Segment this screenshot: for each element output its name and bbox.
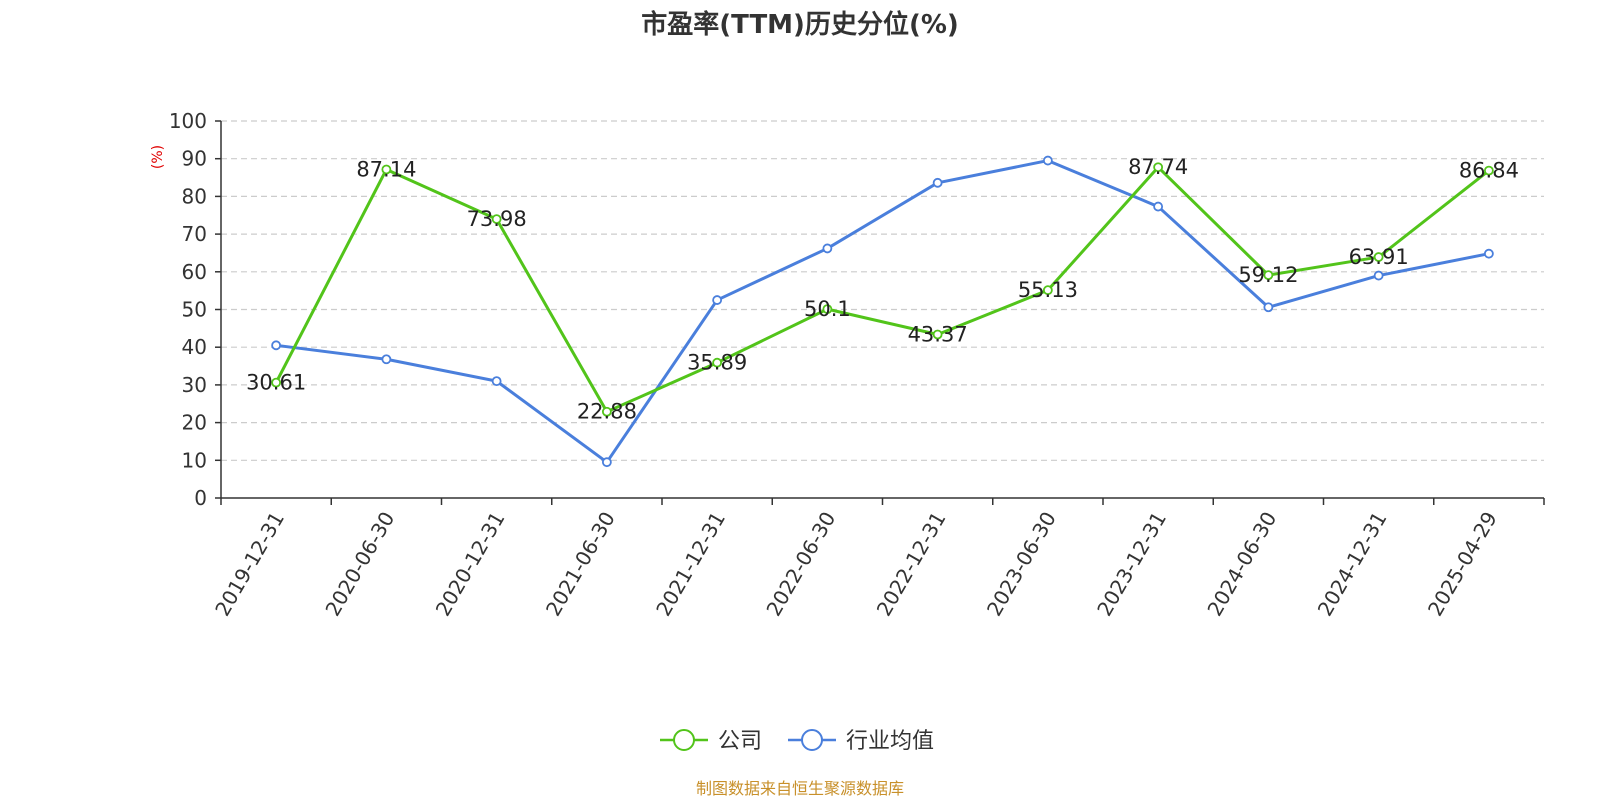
data-label: 50.1: [804, 297, 851, 321]
y-tick-label: 60: [182, 260, 207, 284]
data-point: [822, 243, 833, 254]
data-point: [1483, 165, 1494, 176]
data-point: [271, 377, 282, 388]
x-tick-label: 2021-06-30: [541, 508, 620, 621]
data-point: [1042, 285, 1053, 296]
data-point: [381, 354, 392, 365]
x-tick-label: 2022-06-30: [761, 508, 840, 621]
series-layer: [271, 155, 1494, 468]
data-label: 87.14: [356, 157, 416, 181]
series-line-1: [275, 159, 1490, 464]
x-tick-label: 2024-12-31: [1313, 508, 1392, 621]
x-tick-label: 2022-12-31: [872, 508, 951, 621]
x-tick-label: 2020-12-31: [431, 508, 510, 621]
legend-swatch-marker: [801, 729, 823, 751]
chart-title: 市盈率(TTM)历史分位(%): [641, 9, 959, 40]
legend: 公司 行业均值: [660, 729, 934, 754]
data-point: [601, 406, 612, 417]
y-tick-label: 50: [182, 298, 207, 322]
data-point: [381, 164, 392, 175]
data-point: [1373, 270, 1384, 281]
y-tick-label: 100: [169, 109, 207, 133]
data-label: 86.84: [1459, 159, 1519, 183]
data-point: [491, 214, 502, 224]
legend-label: 公司: [718, 729, 762, 754]
source-note: 制图数据来自恒生聚源数据库: [696, 779, 904, 798]
y-tick-label: 90: [182, 147, 207, 171]
y-tick-label: 80: [182, 184, 207, 208]
data-point: [712, 357, 723, 368]
data-point: [1153, 201, 1164, 212]
data-point: [1263, 302, 1274, 313]
grid-lines: [221, 120, 1544, 461]
data-point: [712, 295, 723, 305]
data-point: [1042, 155, 1053, 166]
legend-label: 行业均值: [846, 729, 934, 754]
data-point: [932, 177, 943, 188]
data-label: 73.98: [467, 207, 527, 231]
data-label: 59.12: [1238, 263, 1298, 287]
axes: 0 10 20 30 40 50 60 70 80 90 100 2019-12-31 2020-06-…: [169, 109, 1545, 621]
data-point: [1153, 162, 1164, 173]
y-tick-label: 30: [182, 373, 207, 397]
x-tick-label: 2025-04-29: [1423, 508, 1502, 621]
x-tick-label: 2019-12-31: [210, 508, 289, 621]
data-label: 55.13: [1018, 278, 1078, 302]
data-labels: 30.61 87.14 73.98 22.88 35.89 50.1 43.37 55.13 8…: [246, 155, 1519, 424]
y-tick-label: 20: [182, 411, 207, 435]
data-label: 30.61: [246, 371, 306, 395]
data-point: [491, 376, 502, 387]
data-point: [1373, 252, 1384, 262]
data-label: 87.74: [1128, 155, 1188, 179]
x-tick-label: 2024-06-30: [1202, 508, 1281, 621]
y-tick-label: 10: [182, 448, 207, 472]
y-axis-label: (%): [150, 145, 166, 169]
x-tick-label: 2023-12-31: [1092, 508, 1171, 621]
data-label: 43.37: [908, 322, 968, 346]
data-point: [822, 304, 833, 315]
y-tick-label: 40: [182, 335, 207, 359]
data-point: [1263, 270, 1274, 281]
data-label: 35.89: [687, 351, 747, 375]
y-tick-label: 0: [194, 486, 207, 510]
data-label: 22.88: [577, 400, 637, 424]
data-label: 63.91: [1349, 245, 1409, 269]
x-tick-label: 2021-12-31: [651, 508, 730, 621]
y-tick-label: 70: [182, 222, 207, 246]
series-line-0: [274, 165, 1490, 414]
data-point: [271, 340, 282, 351]
data-point: [932, 329, 943, 340]
data-point: [601, 457, 612, 468]
x-tick-label: 2023-06-30: [982, 508, 1061, 621]
legend-swatch-marker: [673, 729, 695, 751]
data-point: [1483, 248, 1494, 259]
x-tick-label: 2020-06-30: [320, 508, 399, 621]
